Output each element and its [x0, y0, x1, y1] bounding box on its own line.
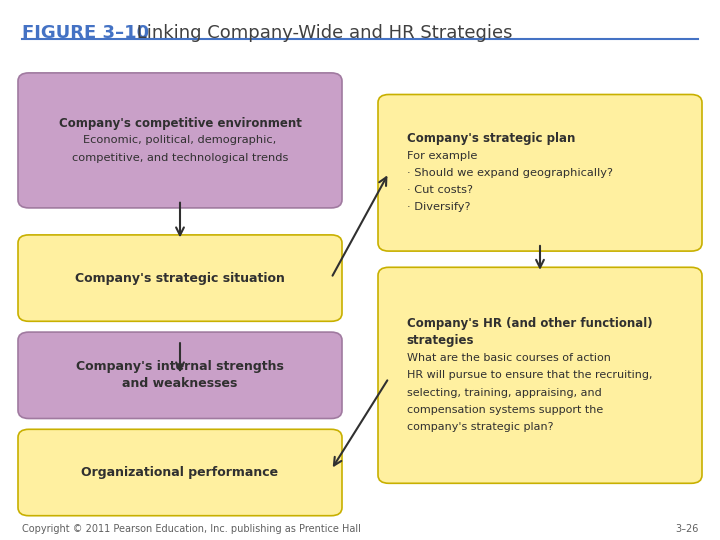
- Text: · Diversify?: · Diversify?: [407, 202, 470, 212]
- Text: Company's competitive environment: Company's competitive environment: [58, 117, 302, 130]
- Text: Economic, political, demographic,: Economic, political, demographic,: [84, 136, 276, 145]
- FancyBboxPatch shape: [378, 267, 702, 483]
- Text: What are the basic courses of action: What are the basic courses of action: [407, 353, 611, 363]
- Text: Organizational performance: Organizational performance: [81, 466, 279, 479]
- Text: Linking Company-Wide and HR Strategies: Linking Company-Wide and HR Strategies: [131, 24, 513, 42]
- Text: HR will pursue to ensure that the recruiting,: HR will pursue to ensure that the recrui…: [407, 370, 652, 380]
- Text: strategies: strategies: [407, 334, 474, 347]
- Text: Company's strategic plan: Company's strategic plan: [407, 132, 575, 145]
- Text: FIGURE 3–10: FIGURE 3–10: [22, 24, 149, 42]
- Text: Copyright © 2011 Pearson Education, Inc. publishing as Prentice Hall: Copyright © 2011 Pearson Education, Inc.…: [22, 523, 361, 534]
- Text: Company's HR (and other functional): Company's HR (and other functional): [407, 317, 652, 330]
- FancyBboxPatch shape: [18, 332, 342, 419]
- Text: and weaknesses: and weaknesses: [122, 377, 238, 390]
- FancyBboxPatch shape: [18, 429, 342, 516]
- FancyBboxPatch shape: [18, 73, 342, 208]
- Text: company's strategic plan?: company's strategic plan?: [407, 422, 553, 432]
- Text: Company's strategic situation: Company's strategic situation: [75, 272, 285, 285]
- Text: compensation systems support the: compensation systems support the: [407, 405, 603, 415]
- Text: selecting, training, appraising, and: selecting, training, appraising, and: [407, 388, 601, 397]
- Text: · Should we expand geographically?: · Should we expand geographically?: [407, 168, 613, 178]
- FancyBboxPatch shape: [378, 94, 702, 251]
- Text: competitive, and technological trends: competitive, and technological trends: [72, 153, 288, 163]
- Text: For example: For example: [407, 151, 477, 160]
- Text: 3–26: 3–26: [675, 523, 698, 534]
- Text: · Cut costs?: · Cut costs?: [407, 185, 473, 195]
- FancyBboxPatch shape: [18, 235, 342, 321]
- Text: Company's internal strengths: Company's internal strengths: [76, 360, 284, 373]
